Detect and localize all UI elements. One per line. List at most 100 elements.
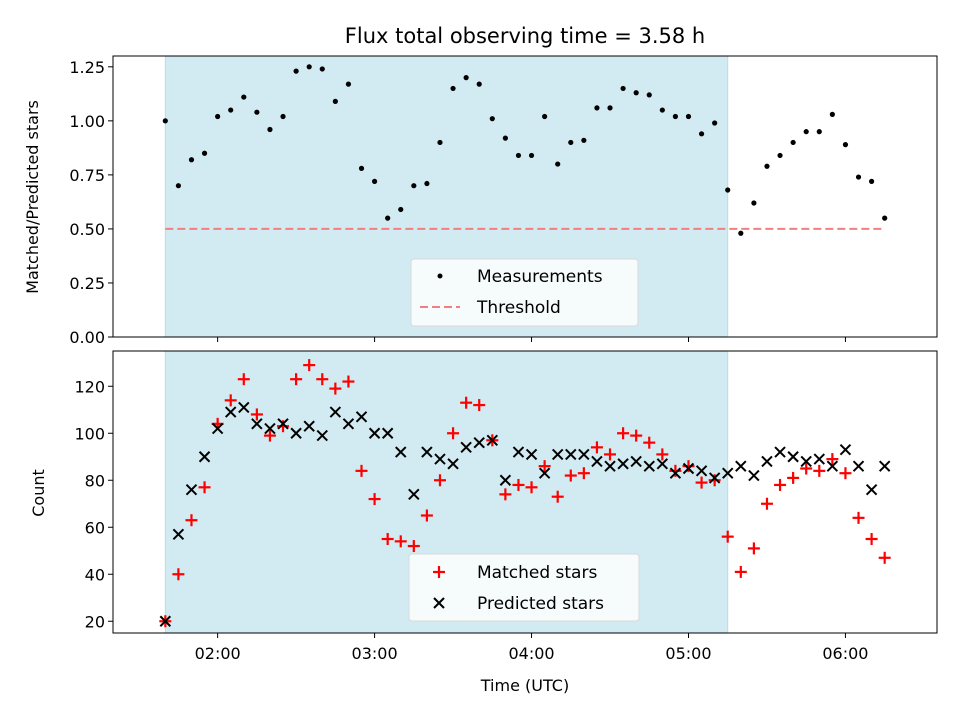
predicted-star-point (277, 418, 289, 430)
measurement-point (712, 120, 718, 126)
matched-star-point (630, 429, 643, 442)
measurement-point (502, 135, 508, 141)
predicted-star-stroke (486, 434, 499, 447)
predicted-star-stroke (290, 427, 302, 439)
predicted-star-stroke (159, 615, 172, 627)
predicted-star-point (722, 467, 734, 479)
predicted-star-point (185, 483, 198, 496)
measurement-point (698, 131, 705, 137)
matched-star-point (695, 476, 708, 489)
top-panel: 0.00 0.25 0.50 0.75 1.00 1.25 Matched/Predict… (23, 55, 938, 347)
matched-star-point (381, 533, 394, 545)
predicted-star-stroke (774, 446, 786, 458)
predicted-star-stroke (447, 458, 459, 470)
matched-star-point (774, 478, 787, 491)
matched-star-point (355, 464, 368, 477)
predicted-star-stroke (355, 411, 368, 423)
predicted-star-point (355, 411, 368, 423)
predicted-star-stroke (238, 401, 250, 414)
matched-star-point (407, 540, 420, 553)
measurement-point (424, 180, 430, 187)
measurement-point (855, 174, 862, 180)
predicted-star-point (538, 467, 551, 479)
top-axes-frame (112, 55, 938, 338)
predicted-star-point (329, 406, 342, 418)
measurement-point (241, 94, 247, 100)
matched-star-point (172, 568, 185, 581)
measurement-point (816, 129, 822, 135)
matched-star-point (604, 448, 617, 461)
matched-star-point (460, 396, 473, 409)
matched-star-point (826, 453, 839, 466)
matched-star-point (682, 460, 695, 473)
measurement-point (542, 113, 548, 120)
matched-star-point (368, 493, 381, 506)
predicted-star-point (512, 446, 525, 458)
bottom-axes-frame (112, 350, 938, 634)
matched-star-point (551, 490, 564, 503)
predicted-star-stroke (669, 467, 682, 479)
measurement-point (385, 215, 391, 221)
predicted-star-stroke (264, 422, 276, 435)
predicted-star-stroke (251, 418, 263, 430)
matched-star-point (263, 429, 276, 442)
predicted-star-stroke (761, 455, 773, 468)
predicted-star-point (800, 455, 812, 468)
measurement-point (489, 116, 495, 122)
predicted-star-point (264, 422, 276, 435)
matched-star-point (185, 514, 198, 527)
measurement-point (568, 139, 574, 146)
top-y-tick-label: 0.00 (69, 328, 105, 347)
matched-star-point (290, 373, 303, 386)
measurement-point (332, 98, 338, 104)
measurement-point (162, 118, 168, 124)
measurement-point (777, 152, 783, 159)
predicted-star-point (408, 488, 420, 501)
measurement-point (476, 81, 482, 87)
measurement-point (581, 137, 587, 143)
predicted-star-stroke (512, 446, 525, 458)
measurement-point (515, 152, 522, 159)
predicted-star-point (591, 455, 603, 468)
predicted-star-point (839, 443, 852, 456)
measurement-point (751, 200, 757, 206)
chart-title: Flux total observing time = 3.58 h (345, 24, 705, 48)
predicted-star-stroke (643, 460, 655, 472)
matched-star-point (734, 565, 747, 578)
bottom-legend-box (408, 553, 640, 622)
predicted-star-stroke (551, 448, 564, 461)
predicted-star-point (525, 448, 538, 461)
predicted-star-stroke (277, 418, 289, 430)
matched-star-point (394, 535, 407, 548)
predicted-star-stroke (460, 441, 472, 454)
predicted-star-point (421, 446, 433, 458)
legend-predicted-label: Predicted stars (477, 594, 604, 614)
predicted-star-point (434, 453, 446, 465)
predicted-star-stroke (748, 469, 760, 482)
predicted-star-stroke (225, 406, 237, 418)
matched-star-point (617, 427, 630, 440)
top-y-tick-label: 0.50 (69, 220, 105, 239)
predicted-star-point (290, 427, 302, 439)
predicted-star-stroke (329, 406, 342, 418)
legend-measurements-label: Measurements (477, 267, 603, 287)
measurement-point (463, 75, 469, 81)
measurement-point (175, 183, 181, 189)
measurement-point (633, 90, 639, 96)
x-axis-label: Time (UTC) (480, 676, 569, 695)
matched-star-point (316, 373, 329, 386)
predicted-star-point (682, 462, 695, 475)
predicted-star-point (578, 448, 590, 461)
matched-star-point (342, 375, 355, 388)
matched-star-point (303, 359, 316, 372)
predicted-star-point (565, 448, 577, 461)
matched-star-point (433, 474, 446, 487)
predicted-star-point (159, 615, 172, 627)
predicted-star-point (708, 472, 721, 484)
matched-star-point (721, 530, 734, 543)
matched-star-point (329, 382, 342, 395)
matched-star-point (865, 533, 878, 545)
predicted-star-point (813, 453, 825, 465)
matched-star-point (525, 481, 538, 494)
top-y-tick-label: 1.00 (69, 112, 105, 131)
